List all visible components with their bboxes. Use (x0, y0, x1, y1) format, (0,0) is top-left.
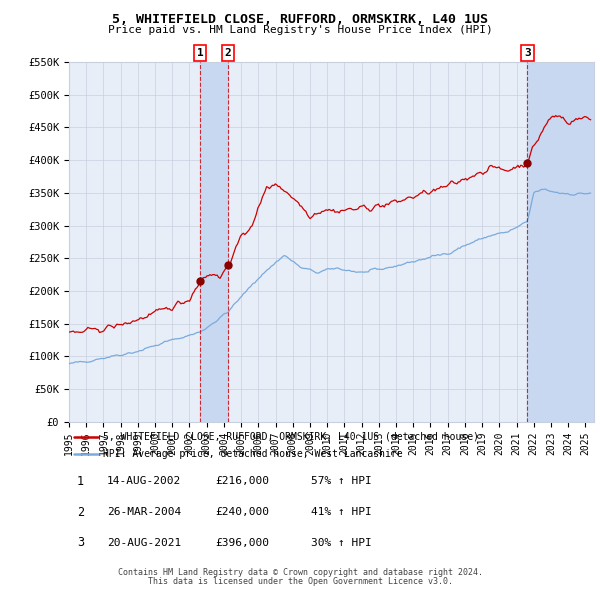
Text: £240,000: £240,000 (215, 507, 269, 517)
Text: 3: 3 (524, 48, 531, 58)
Text: £396,000: £396,000 (215, 538, 269, 548)
Text: 5, WHITEFIELD CLOSE, RUFFORD, ORMSKIRK, L40 1US (detached house): 5, WHITEFIELD CLOSE, RUFFORD, ORMSKIRK, … (103, 432, 479, 442)
Text: 5, WHITEFIELD CLOSE, RUFFORD, ORMSKIRK, L40 1US: 5, WHITEFIELD CLOSE, RUFFORD, ORMSKIRK, … (112, 13, 488, 26)
Text: Price paid vs. HM Land Registry's House Price Index (HPI): Price paid vs. HM Land Registry's House … (107, 25, 493, 35)
Text: 2: 2 (77, 506, 84, 519)
Text: This data is licensed under the Open Government Licence v3.0.: This data is licensed under the Open Gov… (148, 578, 452, 586)
Text: 20-AUG-2021: 20-AUG-2021 (107, 538, 181, 548)
Text: 14-AUG-2002: 14-AUG-2002 (107, 477, 181, 486)
Text: 30% ↑ HPI: 30% ↑ HPI (311, 538, 371, 548)
Bar (200, 62, 228, 422)
Text: £216,000: £216,000 (215, 477, 269, 486)
Text: 2: 2 (224, 48, 232, 58)
Text: 1: 1 (77, 475, 84, 488)
Bar (527, 62, 594, 422)
Text: 1: 1 (197, 48, 203, 58)
Text: 3: 3 (77, 536, 84, 549)
Text: 26-MAR-2004: 26-MAR-2004 (107, 507, 181, 517)
Text: HPI: Average price, detached house, West Lancashire: HPI: Average price, detached house, West… (103, 449, 403, 459)
Text: 57% ↑ HPI: 57% ↑ HPI (311, 477, 371, 486)
Text: 41% ↑ HPI: 41% ↑ HPI (311, 507, 371, 517)
Text: Contains HM Land Registry data © Crown copyright and database right 2024.: Contains HM Land Registry data © Crown c… (118, 568, 482, 577)
